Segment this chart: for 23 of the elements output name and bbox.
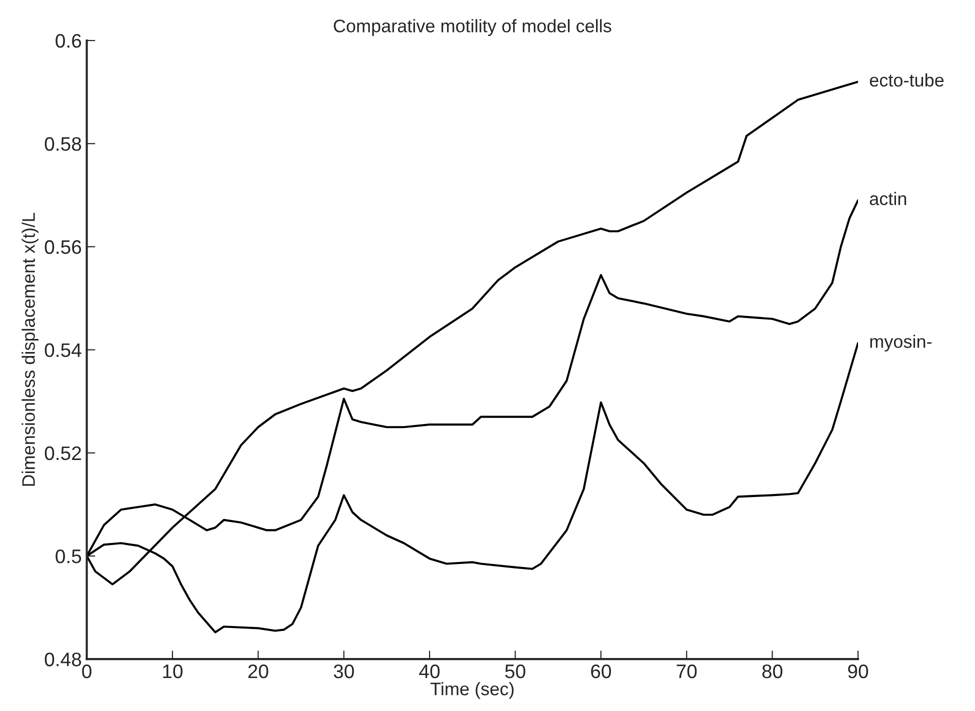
y-tick-label: 0.52 xyxy=(44,446,81,460)
y-tick-label: 0.56 xyxy=(44,240,82,254)
y-tick-label: 0.58 xyxy=(44,137,82,151)
x-tick-label: 50 xyxy=(505,664,526,678)
x-tick-label: 40 xyxy=(419,664,440,678)
x-tick-label: 60 xyxy=(591,664,611,678)
x-tick-label: 90 xyxy=(848,664,868,678)
x-tick-label: 10 xyxy=(163,664,183,678)
y-tick-label: 0.5 xyxy=(56,549,82,564)
y-tick-label: 0.54 xyxy=(44,343,82,358)
x-tick-label: 20 xyxy=(248,664,268,678)
y-tick-label: 0.48 xyxy=(44,652,82,666)
series-label: actin xyxy=(870,192,906,206)
series-label: ecto-tube xyxy=(870,73,944,87)
y-axis-title: Dimensionless displacement x(t)/L xyxy=(22,212,39,486)
chart-title: Comparative motility of model cells xyxy=(334,19,612,36)
x-tick-label: 70 xyxy=(676,664,697,678)
x-tick-label: 80 xyxy=(762,664,782,678)
series-label: myosin- xyxy=(870,334,932,352)
x-tick-label: 30 xyxy=(334,664,354,678)
x-axis-title: Time (sec) xyxy=(430,682,514,699)
y-tick-label: 0.6 xyxy=(56,34,82,48)
x-tick-label: 0 xyxy=(82,664,92,678)
